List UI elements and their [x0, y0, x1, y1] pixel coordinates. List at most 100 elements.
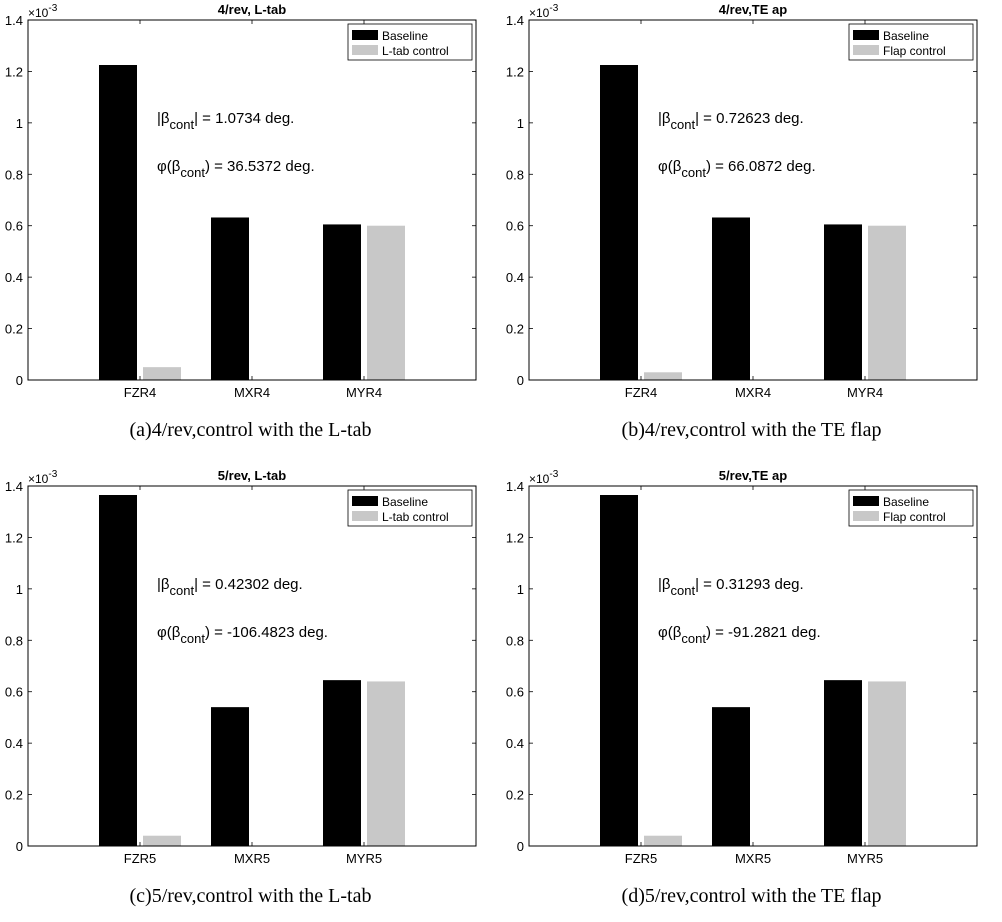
annotation-magnitude: |βcont| = 1.0734 deg.: [157, 110, 294, 132]
chart-title: 4/rev, L-tab: [218, 2, 286, 17]
legend-label-control: L-tab control: [382, 510, 449, 524]
caption-a: (a)4/rev,control with the L-tab: [129, 419, 372, 441]
annotation-phase-sub: cont: [180, 165, 205, 180]
x-tick-label: FZR4: [625, 385, 658, 400]
legend-label-baseline: Baseline: [382, 495, 428, 509]
legend-swatch-control: [352, 45, 378, 55]
annotation-phase: φ(βcont) = 36.5372 deg.: [157, 158, 315, 180]
panel-b: FZR4 MXR4 MYR4 0 0.2 0.4 0.6 0.8 1 1.2 1.4 ×10-3 4/r…: [501, 0, 1002, 456]
y-tick-label: 0: [16, 839, 23, 854]
bar-mxr5-baseline: [712, 707, 750, 846]
legend-swatch-baseline: [352, 30, 378, 40]
y-multiplier-base: ×10: [28, 472, 49, 486]
y-tick-label: 1.2: [506, 530, 524, 545]
annotation-magnitude-prefix: |β: [658, 576, 671, 593]
legend-label-baseline: Baseline: [382, 29, 428, 43]
plot-area: [28, 486, 476, 846]
y-tick-label: 0.8: [506, 633, 524, 648]
bar-myr5-control: [367, 681, 405, 846]
axes-box: [528, 485, 978, 847]
y-tick-label: 0.8: [5, 167, 23, 182]
bar-fzr5-baseline: [99, 495, 137, 846]
y-multiplier: ×10-3: [529, 3, 559, 20]
y-tick-label: 0.4: [506, 736, 524, 751]
annotation-phase-suffix: ) = -91.2821 deg.: [706, 624, 821, 641]
bar-myr4-control: [868, 225, 906, 380]
y-tick-label: 1: [517, 116, 524, 131]
y-tick-label: 0.4: [5, 736, 23, 751]
legend-label-control: Flap control: [883, 44, 946, 58]
annotation-phase-prefix: φ(β: [658, 158, 682, 175]
annotation-magnitude-sub: cont: [170, 583, 195, 598]
x-tick-label: MYR5: [847, 851, 883, 866]
annotation-phase-prefix: φ(β: [658, 624, 682, 641]
y-tick-label: 1.4: [5, 479, 23, 494]
x-tick-label: MYR4: [346, 385, 382, 400]
bar-fzr4-control: [644, 372, 682, 380]
y-tick-label: 0.6: [506, 685, 524, 700]
y-tick-label: 1.4: [506, 479, 524, 494]
chart-4rev-ltab: FZR4 MXR4 MYR4 0 0.2 0.4 0.6 0.8 1 1.2 1.4 ×10-3 4/r…: [5, 2, 477, 400]
y-tick-label: 0: [517, 373, 524, 388]
legend-swatch-baseline: [853, 496, 879, 506]
annotation-magnitude-suffix: | = 0.72623 deg.: [695, 110, 804, 127]
x-tick-label: FZR5: [124, 851, 157, 866]
bar-myr5-control: [868, 681, 906, 846]
x-tick-label: MYR5: [346, 851, 382, 866]
annotation-phase: φ(βcont) = -106.4823 deg.: [157, 624, 328, 646]
y-tick-label: 0.8: [506, 167, 524, 182]
legend-swatch-baseline: [352, 496, 378, 506]
legend-label-baseline: Baseline: [883, 495, 929, 509]
annotation-phase-suffix: ) = 66.0872 deg.: [706, 158, 816, 175]
annotation-magnitude: |βcont| = 0.72623 deg.: [658, 110, 804, 132]
legend-swatch-control: [853, 511, 879, 521]
y-multiplier-base: ×10: [529, 472, 550, 486]
y-tick-label: 1.4: [5, 13, 23, 28]
caption-d: (d)5/rev,control with the TE flap: [621, 885, 882, 907]
plot-area: [529, 20, 977, 380]
y-multiplier-exponent: -3: [48, 469, 57, 480]
y-multiplier-exponent: -3: [549, 3, 558, 14]
y-multiplier: ×10-3: [529, 469, 559, 486]
x-tick-label: MXR4: [735, 385, 771, 400]
bar-myr5-baseline: [824, 680, 862, 846]
x-tick-label: FZR4: [124, 385, 157, 400]
annotation-magnitude-prefix: |β: [157, 576, 170, 593]
y-tick-label: 0: [517, 839, 524, 854]
chart-title: 4/rev,TE ap: [719, 2, 787, 17]
panel-c: FZR5 MXR5 MYR5 0 0.2 0.4 0.6 0.8 1 1.2 1.4 ×10-3 5/r…: [0, 466, 501, 922]
y-tick-label: 0.6: [506, 219, 524, 234]
chart-title: 5/rev,TE ap: [719, 468, 787, 483]
y-tick-label: 0.2: [5, 322, 23, 337]
caption-c: (c)5/rev,control with the L-tab: [129, 885, 372, 907]
chart-5rev-te-flap: FZR5 MXR5 MYR5 0 0.2 0.4 0.6 0.8 1 1.2 1.4 ×10-3 5/r…: [506, 468, 978, 866]
bar-fzr5-control: [143, 835, 181, 846]
annotation-phase-sub: cont: [681, 631, 706, 646]
bar-mxr4-baseline: [712, 217, 750, 380]
panel-a: FZR4 MXR4 MYR4 0 0.2 0.4 0.6 0.8 1 1.2 1.4 ×10-3 4/r…: [0, 0, 501, 456]
y-multiplier: ×10-3: [28, 469, 58, 486]
legend-label-control: Flap control: [883, 510, 946, 524]
y-tick-label: 0.4: [5, 270, 23, 285]
y-multiplier-base: ×10: [28, 6, 49, 20]
bar-fzr4-baseline: [600, 65, 638, 380]
plot-area: [529, 486, 977, 846]
x-tick-label: FZR5: [625, 851, 658, 866]
axes-box: [528, 19, 978, 381]
annotation-magnitude-prefix: |β: [157, 110, 170, 127]
annotation-magnitude-suffix: | = 0.42302 deg.: [194, 576, 303, 593]
y-tick-label: 0.2: [506, 788, 524, 803]
bar-myr4-control: [367, 225, 405, 380]
annotation-phase-sub: cont: [681, 165, 706, 180]
y-tick-label: 1.2: [506, 64, 524, 79]
axes-box: [27, 19, 477, 381]
y-tick-label: 0.6: [5, 685, 23, 700]
bar-mxr4-baseline: [211, 217, 249, 380]
annotation-magnitude-prefix: |β: [658, 110, 671, 127]
annotation-phase-sub: cont: [180, 631, 205, 646]
chart-5rev-ltab: FZR5 MXR5 MYR5 0 0.2 0.4 0.6 0.8 1 1.2 1.4 ×10-3 5/r…: [5, 468, 477, 866]
x-tick-label: MYR4: [847, 385, 883, 400]
y-tick-label: 0.2: [506, 322, 524, 337]
x-tick-label: MXR5: [735, 851, 771, 866]
